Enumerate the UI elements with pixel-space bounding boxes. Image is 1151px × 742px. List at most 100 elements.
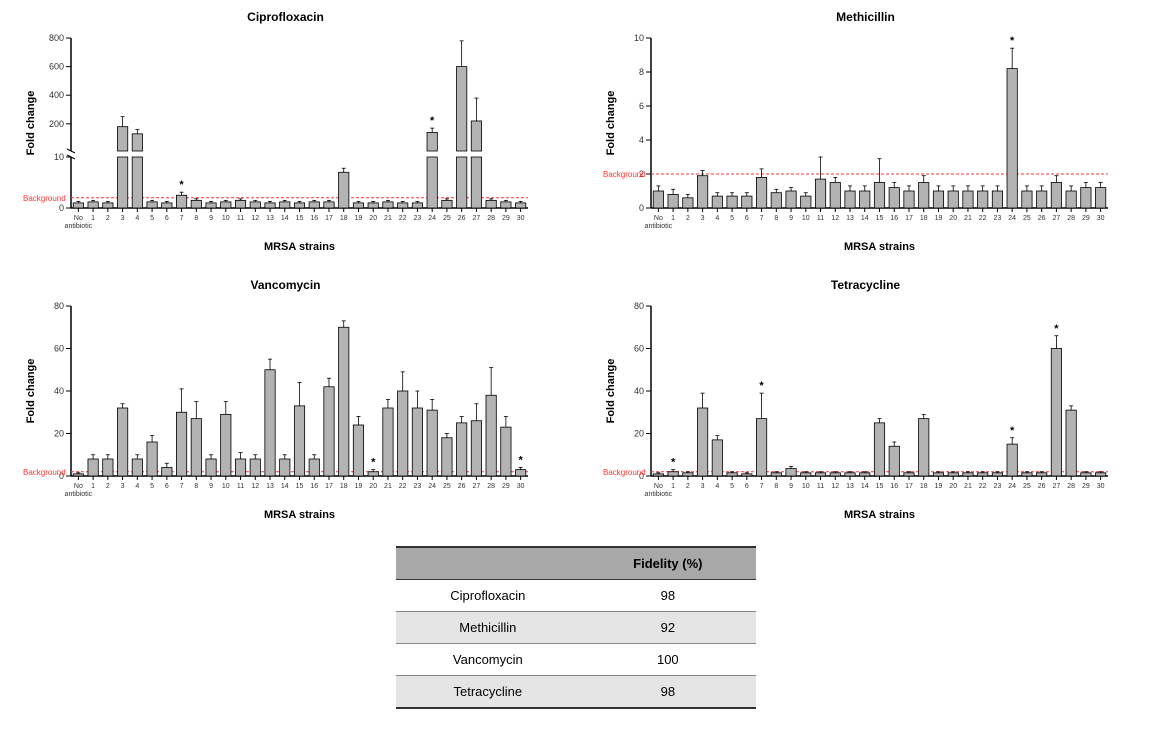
svg-text:14: 14 — [860, 215, 868, 222]
svg-text:6: 6 — [164, 483, 168, 490]
svg-text:9: 9 — [789, 483, 793, 490]
svg-text:29: 29 — [501, 483, 509, 490]
svg-text:Fold change: Fold change — [605, 91, 617, 156]
svg-text:10: 10 — [53, 152, 63, 162]
chart-svg: 010200400600800Background**Noantibiotic1… — [16, 28, 536, 258]
svg-text:28: 28 — [1067, 483, 1075, 490]
svg-text:Background: Background — [603, 170, 646, 179]
svg-text:13: 13 — [846, 483, 854, 490]
svg-text:23: 23 — [413, 483, 421, 490]
svg-text:6: 6 — [744, 215, 748, 222]
svg-text:*: * — [1054, 323, 1059, 335]
svg-text:antibiotic: antibiotic — [64, 491, 92, 498]
svg-text:25: 25 — [443, 483, 451, 490]
svg-text:1: 1 — [671, 483, 675, 490]
svg-text:60: 60 — [53, 344, 63, 354]
table-body: Ciprofloxacin98Methicillin92Vancomycin10… — [396, 580, 756, 709]
svg-text:400: 400 — [48, 90, 63, 100]
svg-text:28: 28 — [1067, 215, 1075, 222]
table-row: Ciprofloxacin98 — [396, 580, 756, 612]
table-row: Methicillin92 — [396, 612, 756, 644]
svg-text:27: 27 — [472, 215, 480, 222]
svg-text:18: 18 — [339, 483, 347, 490]
svg-text:Fold change: Fold change — [25, 359, 37, 424]
svg-text:17: 17 — [905, 483, 913, 490]
svg-text:Background: Background — [603, 468, 646, 477]
svg-text:Background: Background — [23, 468, 66, 477]
svg-text:10: 10 — [801, 215, 809, 222]
svg-text:No: No — [653, 215, 662, 222]
svg-text:200: 200 — [48, 119, 63, 129]
svg-text:No: No — [73, 215, 82, 222]
chart-svg: 0246810Background*Noantibiotic1234567891… — [596, 28, 1116, 258]
svg-text:28: 28 — [487, 215, 495, 222]
svg-text:27: 27 — [1052, 483, 1060, 490]
svg-text:4: 4 — [638, 135, 643, 145]
svg-text:9: 9 — [209, 215, 213, 222]
svg-text:MRSA strains: MRSA strains — [263, 509, 334, 521]
svg-text:MRSA strains: MRSA strains — [843, 241, 914, 253]
svg-text:0: 0 — [638, 203, 643, 213]
svg-text:22: 22 — [978, 483, 986, 490]
svg-text:29: 29 — [1081, 215, 1089, 222]
svg-text:26: 26 — [457, 483, 465, 490]
svg-text:16: 16 — [890, 215, 898, 222]
svg-text:21: 21 — [384, 483, 392, 490]
svg-text:*: * — [518, 455, 523, 467]
svg-text:8: 8 — [194, 215, 198, 222]
svg-text:*: * — [430, 115, 435, 127]
svg-text:11: 11 — [236, 483, 243, 490]
svg-text:5: 5 — [730, 483, 734, 490]
table-header-cell: Fidelity (%) — [580, 547, 755, 580]
svg-text:*: * — [670, 457, 675, 469]
svg-text:10: 10 — [221, 215, 229, 222]
svg-text:14: 14 — [860, 483, 868, 490]
svg-text:13: 13 — [266, 215, 274, 222]
svg-text:22: 22 — [398, 215, 406, 222]
svg-text:14: 14 — [280, 215, 288, 222]
svg-text:24: 24 — [428, 483, 436, 490]
svg-text:Fold change: Fold change — [25, 91, 37, 156]
svg-text:7: 7 — [179, 483, 183, 490]
svg-text:2: 2 — [685, 483, 689, 490]
svg-text:17: 17 — [905, 215, 913, 222]
svg-text:4: 4 — [135, 483, 139, 490]
svg-text:40: 40 — [633, 386, 643, 396]
svg-text:7: 7 — [759, 483, 763, 490]
table-header-row: Fidelity (%) — [396, 547, 756, 580]
svg-text:5: 5 — [150, 215, 154, 222]
svg-text:10: 10 — [221, 483, 229, 490]
svg-text:11: 11 — [816, 215, 823, 222]
svg-text:10: 10 — [801, 483, 809, 490]
svg-text:MRSA strains: MRSA strains — [843, 509, 914, 521]
table-cell: 92 — [580, 612, 755, 644]
svg-text:13: 13 — [846, 215, 854, 222]
svg-text:19: 19 — [354, 215, 362, 222]
svg-text:No: No — [73, 483, 82, 490]
svg-text:600: 600 — [48, 62, 63, 72]
svg-text:antibiotic: antibiotic — [644, 491, 672, 498]
svg-text:16: 16 — [310, 215, 318, 222]
svg-text:19: 19 — [354, 483, 362, 490]
table-row: Tetracycline98 — [396, 676, 756, 709]
svg-text:20: 20 — [369, 483, 377, 490]
svg-text:21: 21 — [964, 215, 972, 222]
svg-text:23: 23 — [993, 483, 1001, 490]
svg-text:4: 4 — [135, 215, 139, 222]
panel-title: Vancomycin — [16, 278, 556, 292]
panel-tetracycline: Tetracycline 020406080Background****Noan… — [596, 278, 1136, 526]
svg-text:10: 10 — [633, 33, 643, 43]
svg-text:12: 12 — [831, 483, 839, 490]
svg-text:20: 20 — [949, 483, 957, 490]
svg-text:*: * — [179, 179, 184, 191]
svg-text:17: 17 — [325, 215, 333, 222]
svg-text:26: 26 — [457, 215, 465, 222]
svg-text:30: 30 — [1096, 483, 1104, 490]
svg-text:21: 21 — [964, 483, 972, 490]
table-cell: 98 — [580, 580, 755, 612]
svg-text:8: 8 — [194, 483, 198, 490]
svg-text:6: 6 — [164, 215, 168, 222]
svg-text:*: * — [1010, 35, 1015, 47]
svg-text:11: 11 — [816, 483, 823, 490]
svg-text:24: 24 — [1008, 483, 1016, 490]
